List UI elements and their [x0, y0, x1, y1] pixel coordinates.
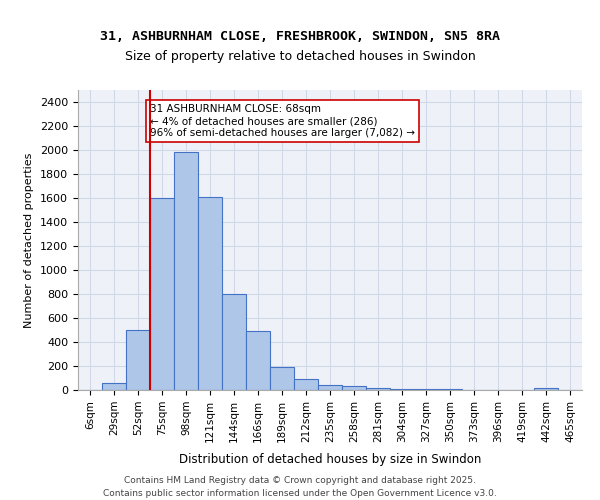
Bar: [390, 389, 414, 390]
Text: 31, ASHBURNHAM CLOSE, FRESHBROOK, SWINDON, SN5 8RA: 31, ASHBURNHAM CLOSE, FRESHBROOK, SWINDO…: [100, 30, 500, 43]
X-axis label: Distribution of detached houses by size in Swindon: Distribution of detached houses by size …: [179, 453, 481, 466]
Text: Size of property relative to detached houses in Swindon: Size of property relative to detached ho…: [125, 50, 475, 63]
Bar: [102, 384, 126, 390]
Bar: [270, 366, 294, 390]
Text: Contains HM Land Registry data © Crown copyright and database right 2025.: Contains HM Land Registry data © Crown c…: [124, 476, 476, 485]
Bar: [294, 379, 318, 390]
Bar: [126, 330, 150, 390]
Bar: [246, 331, 270, 390]
Bar: [342, 386, 366, 390]
Bar: [366, 388, 390, 390]
Text: Contains public sector information licensed under the Open Government Licence v3: Contains public sector information licen…: [103, 488, 497, 498]
Bar: [318, 384, 342, 390]
Text: 31 ASHBURNHAM CLOSE: 68sqm
← 4% of detached houses are smaller (286)
96% of semi: 31 ASHBURNHAM CLOSE: 68sqm ← 4% of detac…: [150, 104, 415, 138]
Bar: [198, 197, 222, 390]
Bar: [534, 388, 558, 390]
Bar: [174, 152, 198, 390]
Y-axis label: Number of detached properties: Number of detached properties: [25, 152, 34, 328]
Bar: [150, 198, 174, 390]
Bar: [222, 294, 246, 390]
